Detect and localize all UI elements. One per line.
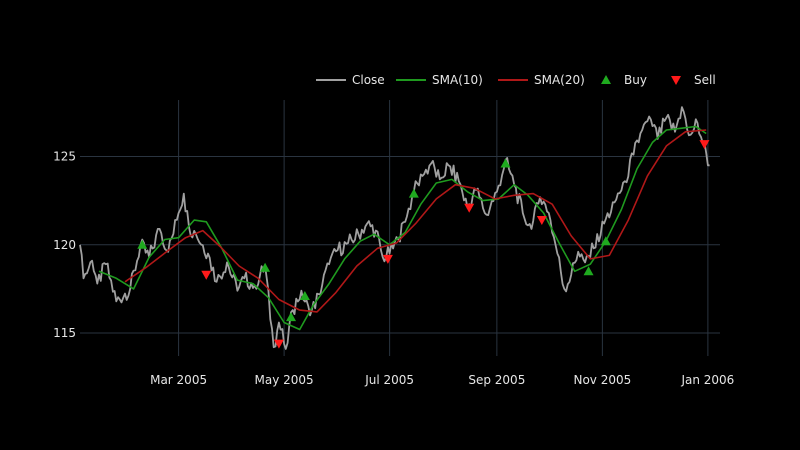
- legend-sell-swatch: [671, 76, 681, 85]
- legend-sma10[interactable]: SMA(10): [396, 73, 483, 87]
- y-tick-label: 120: [53, 238, 76, 252]
- buy-marker: [299, 290, 310, 300]
- sell-marker: [536, 216, 547, 226]
- buy-marker: [583, 266, 594, 276]
- x-tick-label: May 2005: [255, 373, 314, 387]
- x-axis: Mar 2005 May 2005 Jul 2005 Sep 2005 Nov 2005…: [150, 373, 734, 387]
- legend-sell[interactable]: Sell: [671, 73, 716, 87]
- buy-marker: [600, 236, 611, 246]
- sell-marker: [699, 140, 710, 150]
- x-tick-label: Jul 2005: [364, 373, 414, 387]
- plot-area: [79, 106, 710, 350]
- legend-close-label: Close: [352, 73, 385, 87]
- legend-sma10-label: SMA(10): [432, 73, 483, 87]
- close-line: [79, 106, 710, 350]
- legend-buy-label: Buy: [624, 73, 647, 87]
- buy-marker: [260, 262, 271, 272]
- buy-marker: [500, 158, 511, 168]
- x-tick-label: Mar 2005: [150, 373, 207, 387]
- y-axis: 115 120 125: [53, 149, 76, 340]
- sell-marker: [201, 270, 212, 280]
- sma20-line: [124, 129, 707, 313]
- buy-marker: [286, 312, 297, 322]
- legend-sma20-label: SMA(20): [534, 73, 585, 87]
- legend-sell-label: Sell: [694, 73, 716, 87]
- y-tick-label: 125: [53, 149, 76, 163]
- buy-marker: [408, 188, 419, 198]
- y-tick-label: 115: [53, 326, 76, 340]
- sell-marker: [273, 339, 284, 349]
- legend-sma20[interactable]: SMA(20): [498, 73, 585, 87]
- sell-marker: [464, 203, 475, 213]
- x-tick-label: Nov 2005: [573, 373, 631, 387]
- sell-marker: [382, 254, 393, 264]
- buy-marker: [137, 239, 148, 249]
- signal-markers: [137, 140, 710, 349]
- legend: Close SMA(10) SMA(20) Buy Sell: [316, 73, 716, 87]
- x-tick-label: Sep 2005: [468, 373, 525, 387]
- sma10-line: [98, 125, 707, 331]
- legend-close[interactable]: Close: [316, 73, 385, 87]
- legend-buy-swatch: [601, 75, 611, 84]
- legend-buy[interactable]: Buy: [601, 73, 647, 87]
- x-tick-label: Jan 2006: [680, 373, 734, 387]
